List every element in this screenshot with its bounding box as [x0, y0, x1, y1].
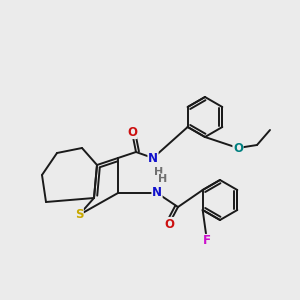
Text: O: O — [164, 218, 174, 230]
Text: S: S — [75, 208, 83, 221]
Text: O: O — [233, 142, 243, 154]
Text: H: H — [158, 174, 168, 184]
Text: F: F — [203, 235, 211, 248]
Text: N: N — [148, 152, 158, 164]
Text: N: N — [152, 187, 162, 200]
Text: H: H — [154, 167, 164, 177]
Text: O: O — [127, 125, 137, 139]
